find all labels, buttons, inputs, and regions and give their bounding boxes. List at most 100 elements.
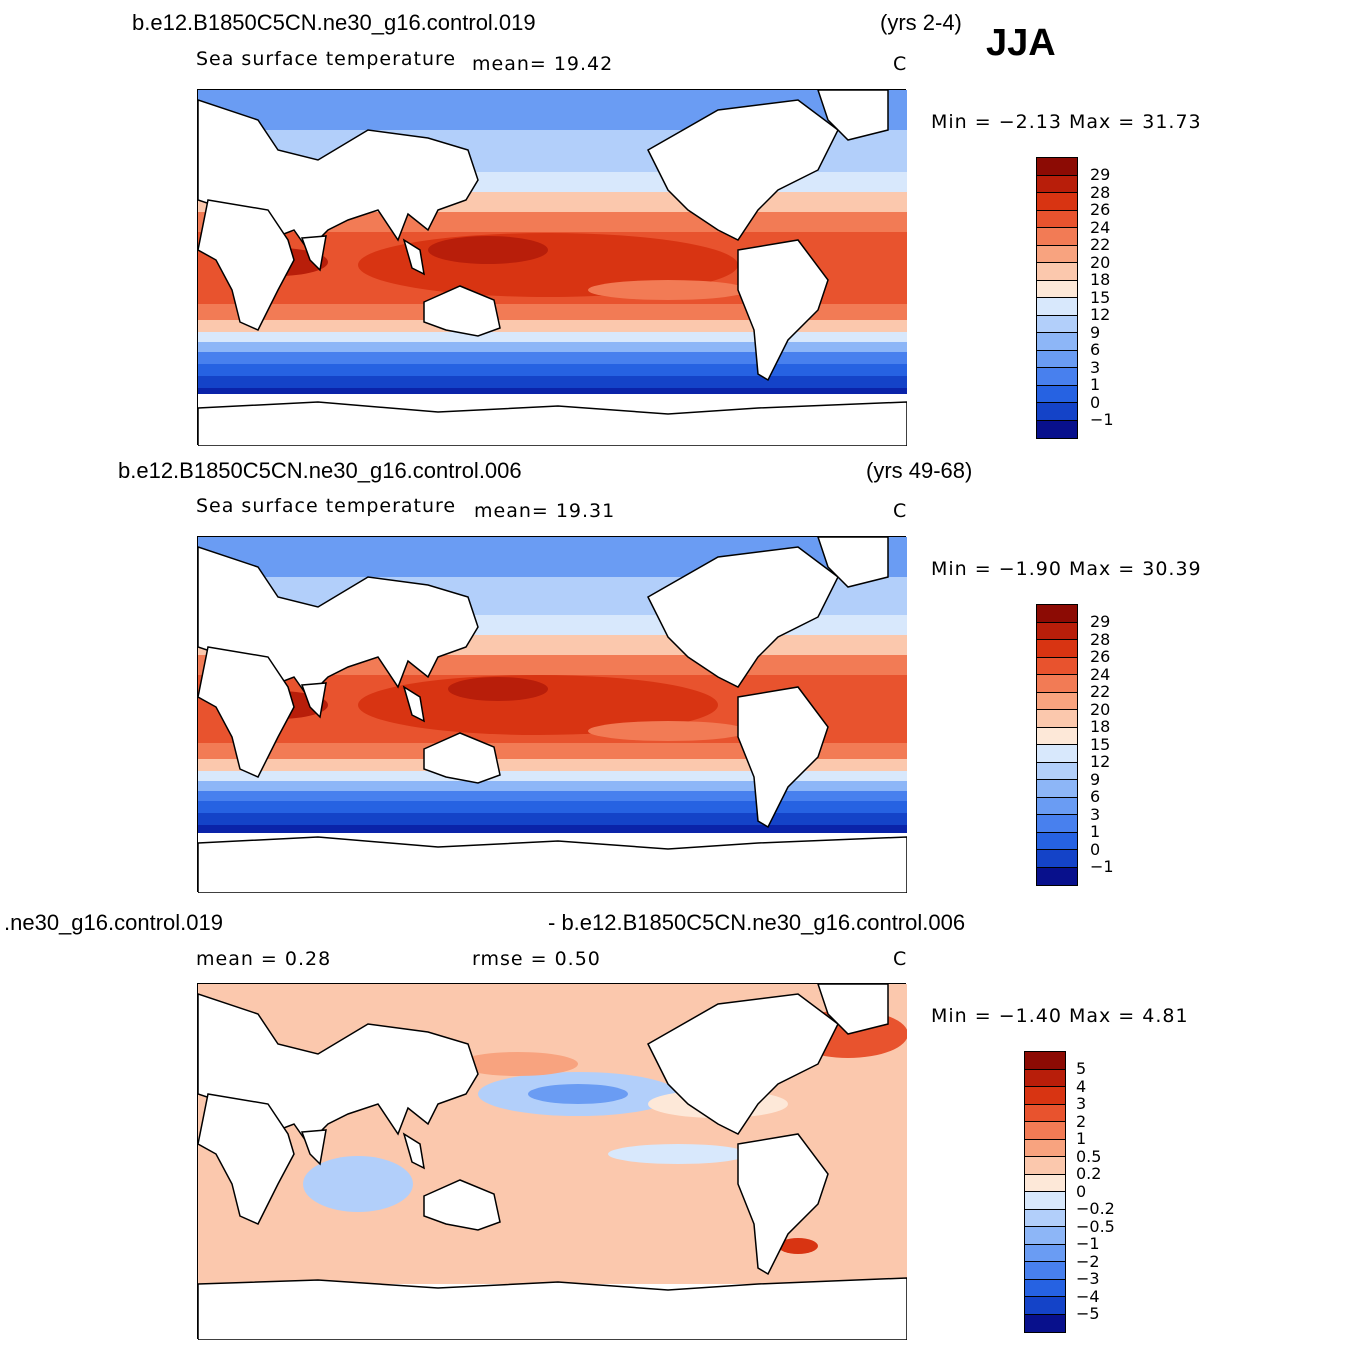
ocean-band: [198, 330, 907, 342]
colorbar-swatch: [1037, 710, 1077, 728]
minmax-label-3: Min = −1.40 Max = 4.81: [931, 1005, 1189, 1027]
greenland: [817, 537, 889, 588]
colorbar-tick: 0: [1076, 1182, 1087, 1201]
colorbar-swatch: [1025, 1157, 1065, 1175]
colorbar-tick: 18: [1090, 717, 1111, 736]
colorbar-tick: 12: [1090, 305, 1111, 324]
warm-pool: [428, 236, 548, 264]
colorbar-swatch: [1037, 315, 1077, 333]
season-label: JJA: [986, 22, 1056, 64]
ocean-band: [198, 340, 907, 352]
colorbar-swatch: [1025, 1314, 1065, 1332]
colorbar-swatch: [1037, 727, 1077, 745]
colorbar-swatch: [1025, 1052, 1065, 1070]
colorbar-tick: 0: [1090, 393, 1101, 412]
colorbar-tick: 4: [1076, 1077, 1087, 1096]
colorbar-tick: 28: [1090, 630, 1111, 649]
colorbar-swatch: [1037, 815, 1077, 833]
colorbar-tick: 0.2: [1076, 1164, 1102, 1183]
colorbar-tick: −1: [1076, 1234, 1100, 1253]
colorbar-tick: 5: [1076, 1059, 1087, 1078]
colorbar-tick: 20: [1090, 253, 1111, 272]
minmax-label-1: Min = −2.13 Max = 31.73: [931, 111, 1202, 133]
colorbar-2: [1036, 604, 1078, 886]
variable-label-1: Sea surface temperature: [196, 48, 457, 70]
ocean-band: [198, 386, 907, 394]
anomaly: [528, 1084, 628, 1104]
colorbar-swatch: [1037, 333, 1077, 351]
colorbar-tick: 22: [1090, 682, 1111, 701]
colorbar-swatch: [1037, 245, 1077, 263]
colorbar-tick: 28: [1090, 183, 1111, 202]
colorbar-tick: −0.2: [1076, 1199, 1115, 1218]
colorbar-1: [1036, 157, 1078, 439]
map-panel-1: [197, 89, 907, 446]
colorbar-tick: 6: [1090, 787, 1101, 806]
colorbar-swatch: [1037, 228, 1077, 246]
colorbar-swatch: [1037, 622, 1077, 640]
antarctica: [198, 836, 907, 893]
colorbar-swatch: [1025, 1262, 1065, 1280]
colorbar-swatch: [1037, 210, 1077, 228]
colorbar-swatch: [1037, 605, 1077, 623]
rmse-label-3: rmse = 0.50: [472, 948, 601, 970]
colorbar-swatch: [1025, 1297, 1065, 1315]
colorbar-swatch: [1037, 832, 1077, 850]
ocean-band: [198, 811, 907, 825]
colorbar-tick: 1: [1090, 822, 1101, 841]
sst-map-1: [198, 90, 907, 446]
colorbar-tick: 1: [1090, 375, 1101, 394]
colorbar-swatch: [1025, 1192, 1065, 1210]
colorbar-tick: 18: [1090, 270, 1111, 289]
map-panel-3: [197, 983, 907, 1340]
colorbar-tick: −3: [1076, 1269, 1100, 1288]
africa: [198, 199, 295, 331]
years-label-2: (yrs 49-68): [866, 458, 973, 483]
colorbar-swatch: [1025, 1244, 1065, 1262]
colorbar-swatch: [1037, 797, 1077, 815]
colorbar-swatch: [1037, 385, 1077, 403]
anomaly: [778, 1238, 818, 1254]
colorbar-tick: 22: [1090, 235, 1111, 254]
colorbar-swatch: [1025, 1139, 1065, 1157]
colorbar-swatch: [1037, 657, 1077, 675]
india: [300, 235, 327, 272]
colorbar-tick: 9: [1090, 323, 1101, 342]
africa: [198, 646, 295, 778]
minmax-label-2: Min = −1.90 Max = 30.39: [931, 558, 1202, 580]
sst-diff-map: [198, 984, 907, 1340]
antarctica: [198, 401, 907, 446]
colorbar-tick: 24: [1090, 218, 1111, 237]
ocean-band: [198, 757, 907, 771]
anomaly: [608, 1144, 748, 1164]
colorbar-tick: 29: [1090, 165, 1111, 184]
variable-label-2: Sea surface temperature: [196, 495, 457, 517]
colorbar-swatch: [1037, 350, 1077, 368]
colorbar-swatch: [1025, 1122, 1065, 1140]
colorbar-tick: 15: [1090, 735, 1111, 754]
colorbar-tick: −0.5: [1076, 1217, 1115, 1236]
colorbar-swatch: [1025, 1069, 1065, 1087]
colorbar-swatch: [1037, 158, 1077, 176]
ocean-band: [198, 769, 907, 781]
warm-pool: [358, 675, 718, 735]
colorbar-swatch: [1037, 762, 1077, 780]
mean-label-3: mean = 0.28: [196, 948, 332, 970]
colorbar-tick: 3: [1076, 1094, 1087, 1113]
colorbar-swatch: [1037, 368, 1077, 386]
colorbar-swatch: [1025, 1279, 1065, 1297]
colorbar-tick: 15: [1090, 288, 1111, 307]
colorbar-tick: −1: [1090, 857, 1114, 876]
colorbar-swatch: [1037, 850, 1077, 868]
diff-subtrahend-label: - b.e12.B1850C5CN.ne30_g16.control.006: [548, 910, 966, 935]
ocean-band: [198, 374, 907, 388]
colorbar-swatch: [1037, 867, 1077, 885]
india: [300, 682, 327, 719]
sst-map-2: [198, 537, 907, 893]
units-label-2: C: [893, 500, 908, 522]
colorbar-tick: 0: [1090, 840, 1101, 859]
colorbar-swatch: [1037, 298, 1077, 316]
north-america: [647, 993, 839, 1135]
southeast-asia: [402, 238, 425, 276]
colorbar-tick: 29: [1090, 612, 1111, 631]
